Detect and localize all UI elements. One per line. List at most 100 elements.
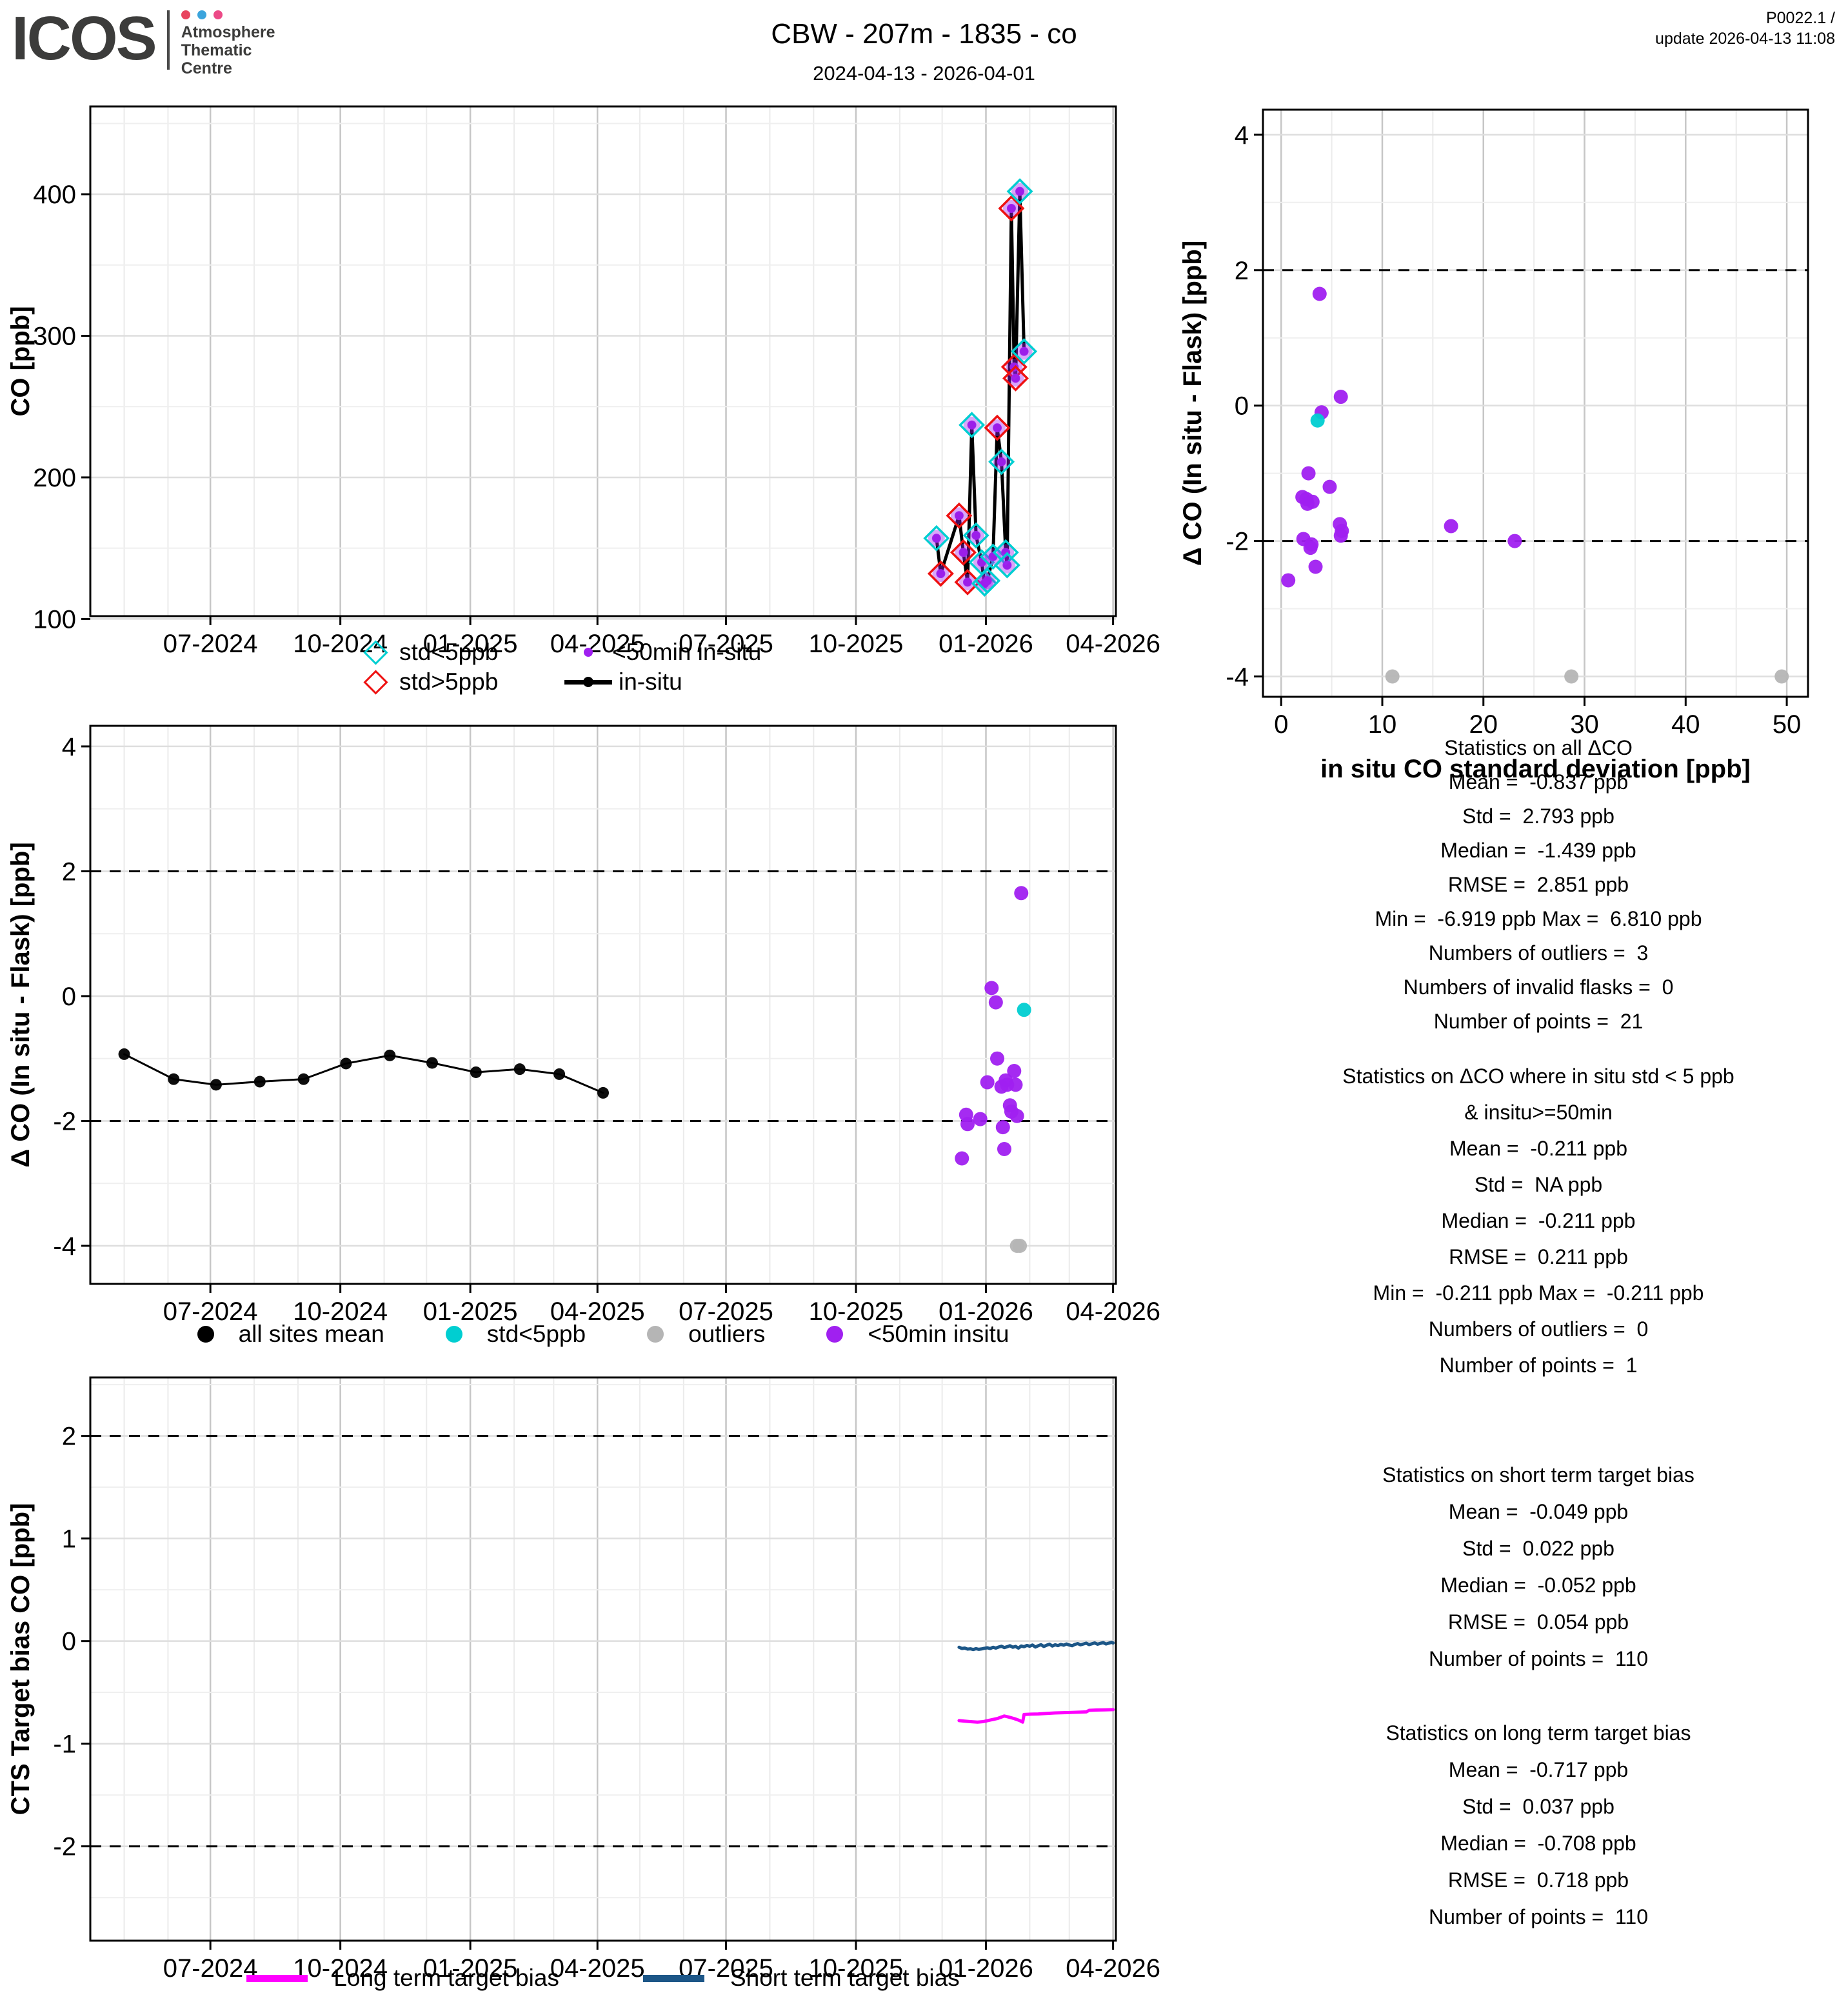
gray-dot-icon — [647, 1326, 664, 1343]
legend-item-short-term: Short term target bias — [642, 1965, 960, 1992]
svg-text:04-2025: 04-2025 — [550, 1954, 645, 1983]
stat-mean: Mean = -0.049 ppb — [1448, 1500, 1629, 1523]
svg-text:07-2024: 07-2024 — [163, 630, 258, 658]
delta-vs-std-scatter-plot-axes: 0 10 20 30 40 50 -4 -2 0 2 4 — [1226, 121, 1801, 739]
stat-rmse: RMSE = 2.851 ppb — [1447, 873, 1629, 896]
red-diamond-icon — [352, 669, 399, 695]
version-id: P0022.1 / — [1765, 9, 1835, 27]
delta-co-timeseries-plot: 07-2024 10-2024 01-2025 04-2025 07-2025 10-20… — [6, 725, 1160, 1326]
stat-n-points: Number of points = 110 — [1428, 1905, 1649, 1928]
svg-text:01-2026: 01-2026 — [939, 630, 1033, 658]
stats-block-short-term-bias: Statistics on short term target bias Mea… — [1229, 1457, 1848, 1677]
svg-text:04-2025: 04-2025 — [550, 630, 645, 658]
svg-text:04-2026: 04-2026 — [1066, 1954, 1160, 1983]
svg-text:0: 0 — [62, 983, 76, 1011]
stats-block-filtered-delta-co: Statistics on ΔCO where in situ std < 5 … — [1229, 1058, 1848, 1383]
legend-item-all-sites-mean: all sites mean — [197, 1321, 384, 1348]
svg-text:40: 40 — [1671, 710, 1700, 739]
delta-vs-std-scatter-plot-x-axis-title: in situ CO standard deviation [ppb] — [1320, 755, 1751, 783]
svg-text:-2: -2 — [53, 1833, 76, 1861]
delta-vs-std-scatter-plot-y-axis-title: Δ CO (In situ - Flask) [ppb] — [1178, 241, 1207, 566]
stat-std: Std = 0.022 ppb — [1462, 1537, 1615, 1560]
delta-series-outliers — [1009, 1238, 1028, 1253]
stats-title: Statistics on short term target bias — [1382, 1463, 1694, 1486]
page-subtitle: 2024-04-13 - 2026-04-01 — [813, 62, 1035, 85]
stats-title-line1: Statistics on ΔCO where in situ std < 5 … — [1342, 1065, 1734, 1088]
stat-mean: Mean = -0.837 ppb — [1448, 770, 1629, 794]
delta-vs-std-scatter-plot-grid — [1263, 110, 1808, 697]
black-line-dot-icon — [564, 675, 612, 688]
cts-target-bias-plot-y-axis-title: CTS Target bias CO [ppb] — [6, 1503, 35, 1816]
svg-text:2: 2 — [62, 857, 76, 886]
svg-text:-4: -4 — [53, 1232, 76, 1261]
svg-text:07-2024: 07-2024 — [163, 1954, 258, 1983]
delta-co-timeseries-plot-y-axis-title: Δ CO (In situ - Flask) [ppb] — [6, 842, 35, 1167]
svg-text:10-2024: 10-2024 — [293, 1954, 388, 1983]
svg-text:10: 10 — [1368, 710, 1397, 739]
svg-text:04-2026: 04-2026 — [1066, 1297, 1160, 1326]
stat-mean: Mean = -0.211 ppb — [1449, 1137, 1628, 1160]
purple-dot-icon — [564, 648, 612, 657]
stats-title-line2: & insitu>=50min — [1464, 1101, 1613, 1124]
svg-text:30: 30 — [1570, 710, 1599, 739]
stat-rmse: RMSE = 0.718 ppb — [1447, 1868, 1629, 1892]
stat-n-points: Number of points = 110 — [1428, 1647, 1649, 1670]
logo-dot-pink — [213, 10, 223, 19]
delta-co-timeseries-plot-axes: 07-2024 10-2024 01-2025 04-2025 07-2025 10-20… — [53, 733, 1160, 1326]
logo-dot-blue — [197, 10, 206, 19]
stat-median: Median = -0.052 ppb — [1440, 1574, 1636, 1597]
stat-mean: Mean = -0.717 ppb — [1448, 1758, 1629, 1781]
svg-text:200: 200 — [33, 464, 76, 492]
stat-outliers: Numbers of outliers = 0 — [1428, 1317, 1649, 1341]
stats-title: Statistics on all ΔCO — [1444, 736, 1633, 759]
svg-text:400: 400 — [33, 181, 76, 209]
logo-sub-1: Atmosphere — [181, 23, 275, 41]
blue-line-icon — [642, 1974, 704, 1982]
svg-text:10-2025: 10-2025 — [809, 1954, 904, 1983]
legend-item-long-term: Long term target bias — [246, 1965, 559, 1992]
icos-logo-wordmark: ICOS — [12, 4, 157, 73]
svg-text:04-2025: 04-2025 — [550, 1297, 645, 1326]
version-info: P0022.1 / update 2026-04-13 11:08 — [1655, 8, 1835, 49]
logo-dots — [181, 10, 275, 19]
co-timeseries-plot-y-axis-title: CO [ppb] — [6, 306, 35, 416]
svg-text:300: 300 — [33, 323, 76, 351]
svg-text:01-2025: 01-2025 — [423, 630, 518, 658]
legend-item-lt50min-insitu: <50min insitu — [826, 1321, 1009, 1348]
svg-text:-4: -4 — [1226, 663, 1249, 692]
stat-std: Std = 2.793 ppb — [1462, 805, 1615, 828]
cyan-dot-icon — [445, 1326, 462, 1343]
stats-block-all-delta-co: Statistics on all ΔCO Mean = -0.837 ppb … — [1229, 731, 1848, 1039]
delta-series--50min-insitu — [955, 886, 1029, 1166]
stat-std: Std = NA ppb — [1474, 1173, 1603, 1196]
svg-text:07-2025: 07-2025 — [679, 1297, 773, 1326]
legend-item-lt50min-insitu: <50min in-situ — [564, 637, 900, 667]
legend-co-timeseries: std<5ppb <50min in-situ std>5ppb in-situ — [303, 637, 948, 697]
stat-rmse: RMSE = 0.211 ppb — [1449, 1245, 1628, 1268]
purple-dot-icon — [826, 1326, 844, 1343]
svg-text:01-2025: 01-2025 — [423, 1954, 518, 1983]
stats-block-long-term-bias: Statistics on long term target bias Mean… — [1229, 1715, 1848, 1936]
co-timeseries-plot-axes: 07-2024 10-2024 01-2025 04-2025 07-2025 10-20… — [33, 181, 1160, 658]
stat-median: Median = -1.439 ppb — [1440, 839, 1636, 862]
logo-sub-3: Centre — [181, 59, 232, 77]
svg-text:10-2024: 10-2024 — [293, 630, 388, 658]
delta-series-std-5ppb — [1017, 1003, 1031, 1017]
svg-text:10-2025: 10-2025 — [809, 630, 904, 658]
svg-text:07-2025: 07-2025 — [679, 630, 773, 658]
logo-sub-2: Thematic — [181, 41, 252, 59]
svg-text:2: 2 — [62, 1423, 76, 1451]
cts-target-bias-plot-axes: 07-2024 10-2024 01-2025 04-2025 07-2025 10-20… — [53, 1423, 1160, 1983]
svg-text:01-2025: 01-2025 — [423, 1297, 518, 1326]
delta-vs-std-scatter-plot: 0 10 20 30 40 50 -4 -2 0 2 4 Δ CO (In situ - Flask)… — [1178, 108, 1809, 783]
stat-outliers: Numbers of outliers = 3 — [1428, 941, 1649, 965]
legend-target-bias: Long term target bias Short term target … — [90, 1960, 1116, 1996]
legend-item-std-lt5: std<5ppb — [352, 637, 564, 667]
svg-text:50: 50 — [1773, 710, 1802, 739]
legend-item-insitu-line: in-situ — [564, 667, 900, 697]
cyan-diamond-icon — [352, 639, 399, 665]
stats-title: Statistics on long term target bias — [1386, 1721, 1691, 1745]
delta-series-all-sites-mean — [118, 1048, 609, 1099]
